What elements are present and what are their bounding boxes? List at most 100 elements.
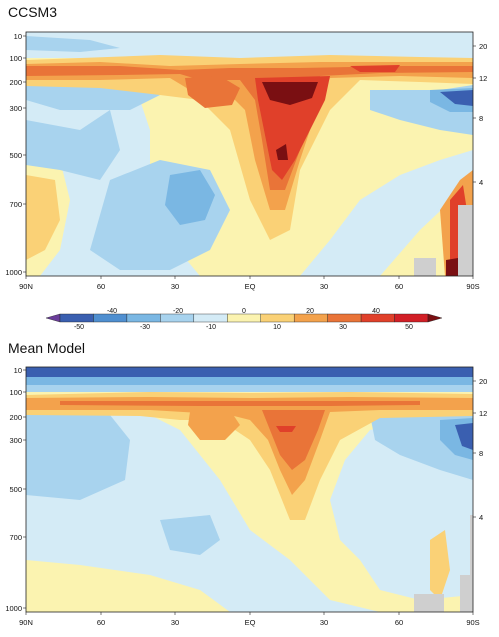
- contour-fill: [165, 170, 215, 225]
- contour-fill: [255, 76, 330, 180]
- contour-fill: [26, 110, 120, 180]
- x-tick-label: 90N: [19, 282, 33, 291]
- x-tick-label: 60: [395, 282, 403, 291]
- colorbar-swatch: [293, 313, 328, 323]
- y-right-ticks-mean-model: 20 12 8 4: [479, 377, 487, 522]
- y-tick-label: 1000: [5, 268, 22, 277]
- y-tick-label: 10: [14, 32, 22, 41]
- contour-fill: [26, 560, 230, 612]
- contour-fill: [185, 76, 240, 108]
- colorbar-swatch: [93, 313, 128, 323]
- contour-fill: [350, 65, 400, 72]
- contour-fill: [446, 258, 458, 276]
- contour-fill: [262, 82, 318, 105]
- topography-mask: [458, 205, 473, 276]
- colorbar-label: -40: [107, 308, 117, 315]
- colorbar-label: -10: [206, 324, 216, 331]
- y-right-tick-label: 8: [479, 449, 483, 458]
- x-tick-label: 30: [171, 282, 179, 291]
- y-tick-label: 100: [9, 388, 22, 397]
- contour-fill: [26, 388, 473, 612]
- colorbar-swatch: [394, 313, 429, 323]
- contour-fill: [26, 36, 120, 52]
- colorbar-label: -30: [140, 324, 150, 331]
- y-right-tick-label: 4: [479, 513, 483, 522]
- y-tick-label: 10: [14, 366, 22, 375]
- plot-frame-ccsm3: [25, 31, 474, 277]
- y-tick-label: 300: [9, 436, 22, 445]
- contour-fill: [26, 415, 130, 500]
- x-tick-label: 90N: [19, 618, 33, 627]
- x-tick-label: 60: [395, 618, 403, 627]
- colorbar-label: 40: [372, 308, 380, 315]
- topography-mask: [414, 258, 436, 276]
- contour-fill: [26, 55, 473, 240]
- colorbar-swatch: [227, 313, 261, 323]
- contour-fill: [440, 90, 473, 106]
- contour-fill: [26, 397, 473, 495]
- y-tick-label: 100: [9, 54, 22, 63]
- contour-fill: [26, 66, 473, 190]
- ticks-ccsm3: [23, 35, 476, 279]
- plot-frame-mean-model: [25, 366, 474, 613]
- colorbar-label: 50: [405, 324, 413, 331]
- colorbar-swatch: [360, 313, 395, 323]
- y-right-tick-label: 4: [479, 178, 483, 187]
- ticks-mean-model: [23, 369, 476, 615]
- colorbar-upper-labels: -40 -20 0 20 40: [107, 308, 380, 315]
- colorbar-label: 30: [339, 324, 347, 331]
- contour-fill: [26, 392, 473, 520]
- contour-fill: [430, 530, 450, 600]
- contour-fill: [160, 515, 220, 555]
- contour-fill: [262, 410, 325, 470]
- y-tick-label: 700: [9, 200, 22, 209]
- contour-fill: [188, 410, 240, 440]
- x-tick-label: 90S: [466, 282, 479, 291]
- x-tick-label: EQ: [245, 618, 256, 627]
- colorbar-lower-labels: -50 -30 -10 10 30 50: [74, 324, 413, 331]
- y-left-ticks-mean-model: 10 100 200 300 500 700 1000: [5, 366, 22, 613]
- contour-fill: [276, 426, 296, 432]
- y-tick-label: 500: [9, 151, 22, 160]
- chart-title-mean-model: Mean Model: [8, 340, 86, 356]
- colorbar-label: 0: [242, 308, 246, 315]
- colorbar-label: 20: [306, 308, 314, 315]
- y-tick-label: 300: [9, 104, 22, 113]
- colorbar-label: -50: [74, 324, 84, 331]
- colorbar-cap-low: [45, 313, 61, 323]
- colorbar-label: 10: [273, 324, 281, 331]
- chart-title-ccsm3: CCSM3: [8, 4, 58, 20]
- contour-fill: [60, 401, 420, 406]
- x-tick-label: 60: [97, 618, 105, 627]
- colorbar-swatch: [193, 313, 228, 323]
- colorbar-swatch: [126, 313, 161, 323]
- colorbar-swatch: [327, 313, 362, 323]
- y-right-ticks-ccsm3: 20 12 8 4: [479, 42, 487, 187]
- contour-fill: [26, 175, 60, 260]
- y-right-tick-label: 12: [479, 74, 487, 83]
- y-tick-label: 700: [9, 533, 22, 542]
- x-tick-label: EQ: [245, 282, 256, 291]
- y-left-ticks-ccsm3: 10 100 200 300 500 700 1000: [5, 32, 22, 277]
- colorbar: [45, 313, 443, 323]
- colorbar-swatch: [160, 313, 195, 323]
- x-tick-label: 30: [171, 618, 179, 627]
- x-tick-label: 30: [320, 618, 328, 627]
- x-ticks-mean-model: 90N 60 30 EQ 30 60 90S: [19, 618, 480, 627]
- y-tick-label: 200: [9, 78, 22, 87]
- y-right-tick-label: 20: [479, 377, 487, 386]
- y-right-tick-label: 8: [479, 114, 483, 123]
- contour-fill: [26, 367, 473, 377]
- y-right-tick-label: 20: [479, 42, 487, 51]
- x-tick-label: 30: [320, 282, 328, 291]
- panel-mean-model: [26, 367, 473, 612]
- y-tick-label: 1000: [5, 604, 22, 613]
- colorbar-label: -20: [173, 308, 183, 315]
- colorbar-swatch: [260, 313, 295, 323]
- y-tick-label: 200: [9, 413, 22, 422]
- x-ticks-ccsm3: 90N 60 30 EQ 30 60 90S: [19, 282, 480, 291]
- topography-mask: [460, 515, 473, 612]
- topography-mask: [414, 594, 444, 612]
- contour-fill: [276, 144, 288, 160]
